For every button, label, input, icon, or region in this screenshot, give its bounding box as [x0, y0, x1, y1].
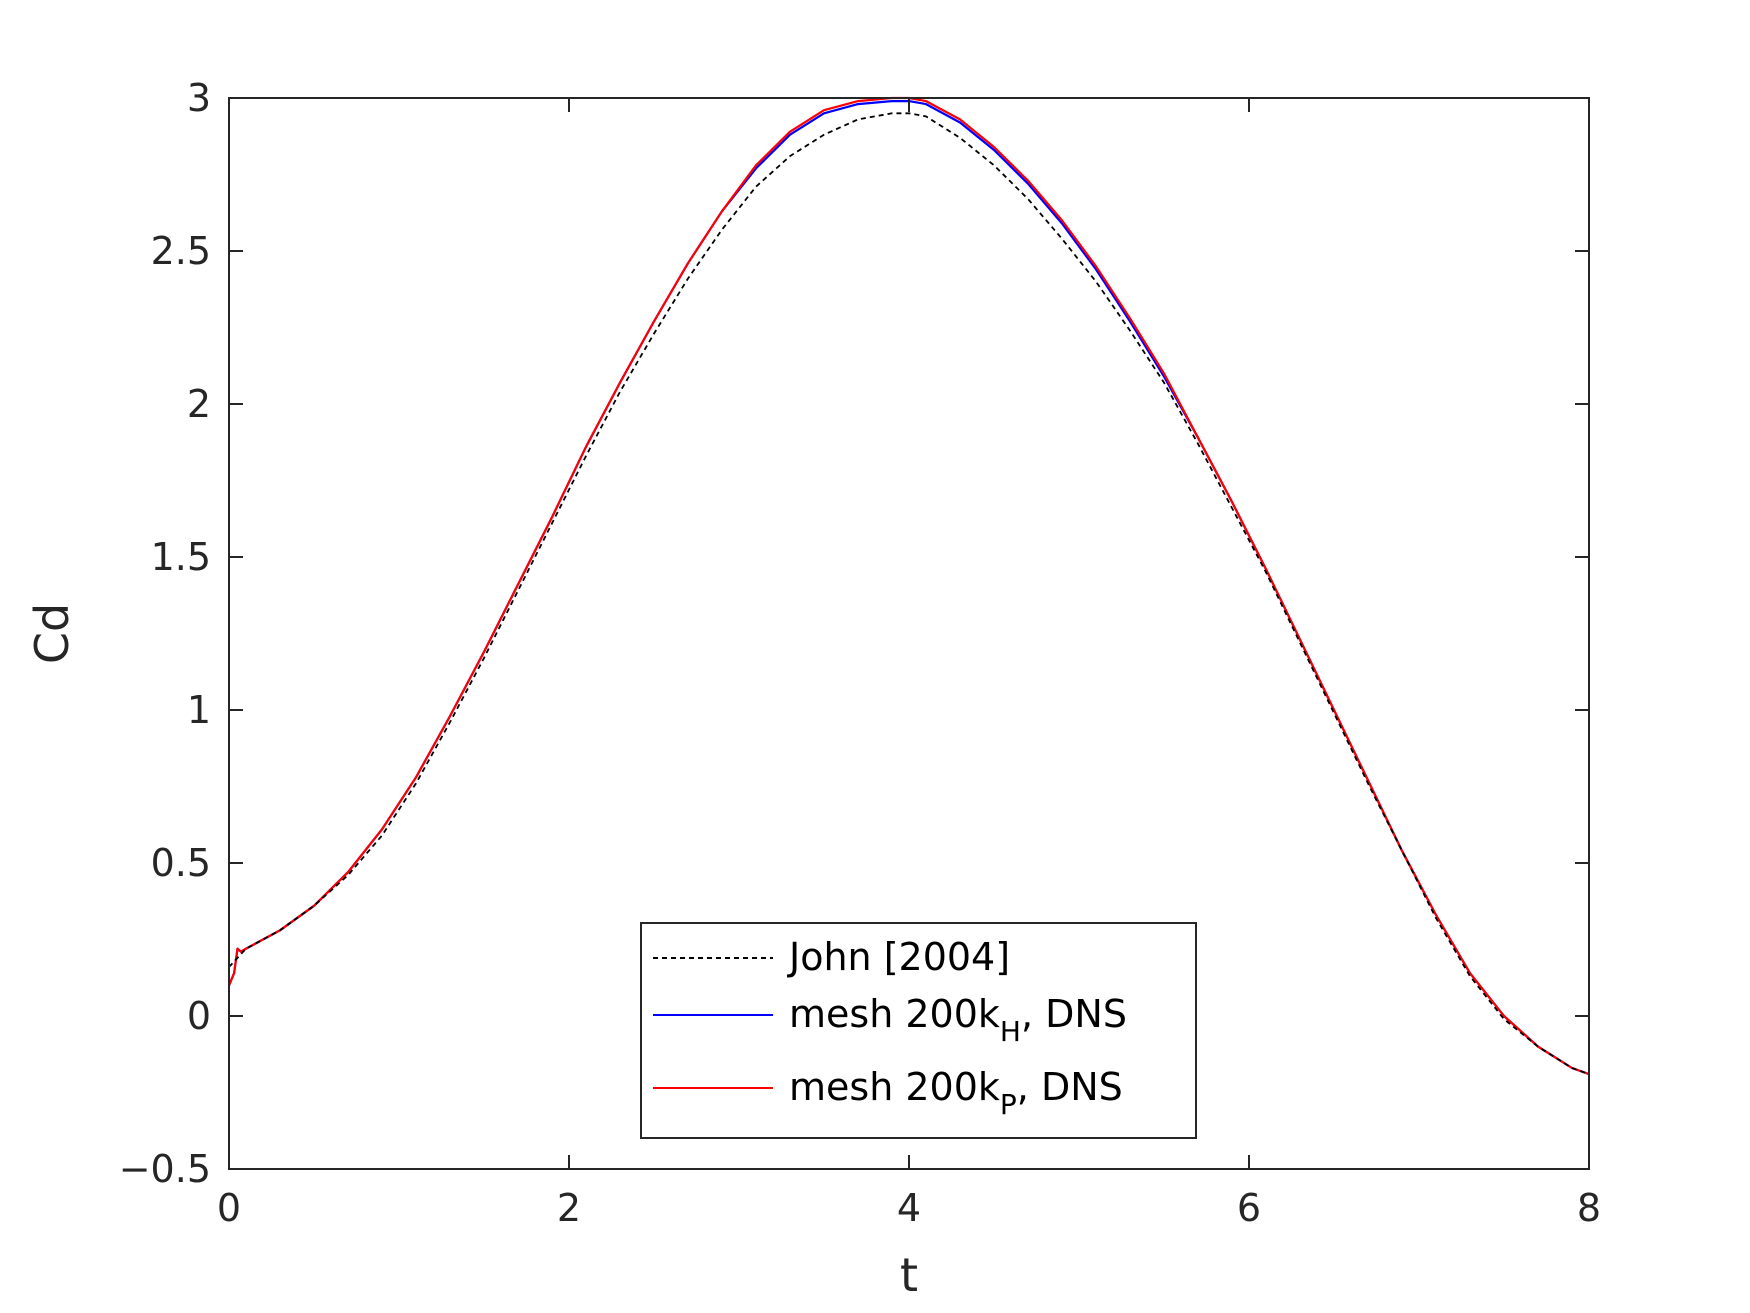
legend-entry-main: mesh 200k: [789, 1065, 1000, 1109]
series-line-2: [227, 96, 1590, 1076]
legend-entry-subscript: P: [1000, 1088, 1017, 1121]
x-axis-label: t: [900, 1248, 918, 1302]
x-tick-label: 2: [557, 1186, 581, 1230]
x-tick-label: 6: [1237, 1186, 1261, 1230]
legend-entry: John [2004]: [787, 935, 1010, 979]
y-tick-label: 0.5: [151, 841, 211, 885]
y-tick-label: 2.5: [151, 229, 211, 273]
x-tick-label: 0: [217, 1186, 241, 1230]
series-line-0: [228, 112, 1590, 1075]
series-layer: [227, 96, 1590, 1076]
axes-frame: [228, 97, 1590, 1170]
x-tick-label: 4: [897, 1186, 921, 1230]
y-tick-label: 3: [187, 76, 211, 120]
legend-entry: mesh 200kH, DNS: [789, 992, 1127, 1048]
legend-entry-suffix: , DNS: [1021, 992, 1127, 1036]
y-tick-label: 2: [187, 382, 211, 426]
legend-entry-subscript: H: [1000, 1015, 1021, 1048]
y-tick-label: 0: [187, 994, 211, 1038]
legend-entry-main: John [2004]: [787, 935, 1010, 979]
y-axis-label: Cd: [25, 603, 79, 664]
x-tick-label: 8: [1577, 1186, 1601, 1230]
y-tick-label: 1.5: [151, 535, 211, 579]
legend-entry: mesh 200kP, DNS: [789, 1065, 1123, 1121]
legend-entry-main: mesh 200k: [789, 992, 1000, 1036]
legend-box: [640, 922, 1197, 1139]
y-tick-label: −0.5: [119, 1147, 211, 1191]
tick-labels-layer: 0 2 4 6 8−0.500.511.522.53: [119, 76, 1601, 1230]
legend-entry-suffix: , DNS: [1017, 1065, 1123, 1109]
y-tick-label: 1: [187, 688, 211, 732]
